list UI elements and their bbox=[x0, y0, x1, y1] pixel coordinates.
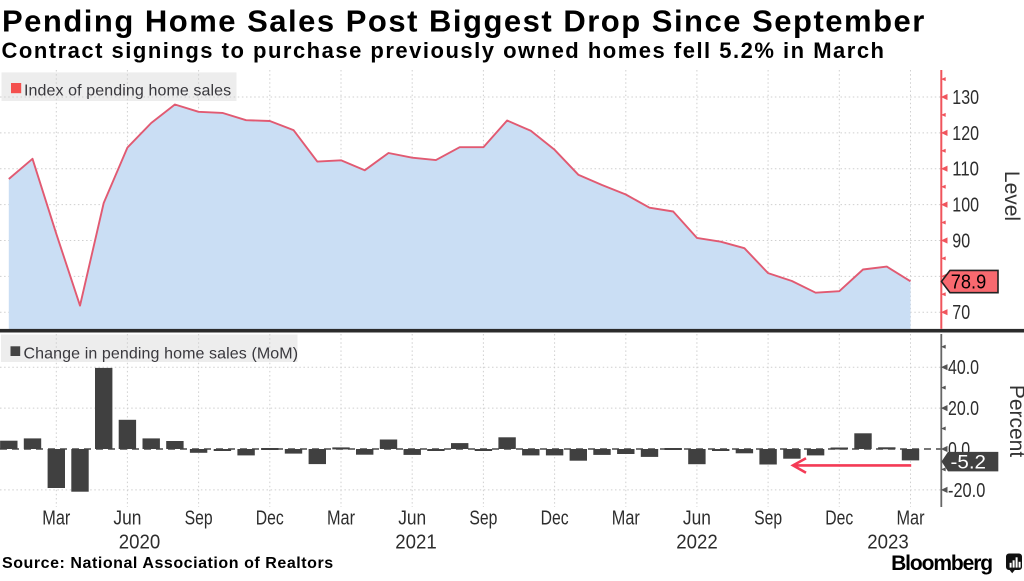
svg-text:Jun: Jun bbox=[683, 507, 711, 530]
svg-text:Dec: Dec bbox=[541, 507, 569, 530]
svg-text:-5.2: -5.2 bbox=[951, 451, 987, 473]
svg-text:110: 110 bbox=[952, 158, 979, 181]
svg-text:Sep: Sep bbox=[185, 507, 213, 530]
svg-text:20.0: 20.0 bbox=[948, 397, 979, 420]
svg-text:70: 70 bbox=[952, 301, 970, 324]
svg-text:2020: 2020 bbox=[119, 531, 161, 554]
svg-text:Level: Level bbox=[1000, 171, 1023, 221]
svg-text:Percent: Percent bbox=[1005, 385, 1024, 458]
svg-text:2021: 2021 bbox=[395, 531, 437, 554]
svg-text:2023: 2023 bbox=[867, 531, 909, 554]
svg-text:2022: 2022 bbox=[676, 531, 718, 554]
svg-text:40.0: 40.0 bbox=[948, 356, 979, 379]
svg-text:Mar: Mar bbox=[612, 507, 640, 530]
svg-text:100: 100 bbox=[952, 194, 979, 217]
svg-text:Index of pending home sales: Index of pending home sales bbox=[24, 83, 231, 100]
svg-text:Pending Home Sales Post Bigges: Pending Home Sales Post Biggest Drop Sin… bbox=[2, 3, 926, 38]
svg-text:Sep: Sep bbox=[469, 507, 497, 530]
svg-text:Jun: Jun bbox=[398, 507, 426, 530]
svg-text:Change in pending home sales (: Change in pending home sales (MoM) bbox=[24, 346, 299, 363]
svg-text:Dec: Dec bbox=[825, 507, 853, 530]
svg-text:Mar: Mar bbox=[42, 507, 70, 530]
svg-text:Jun: Jun bbox=[113, 507, 141, 530]
svg-text:Sep: Sep bbox=[754, 507, 782, 530]
svg-text:120: 120 bbox=[952, 122, 979, 145]
svg-text:Mar: Mar bbox=[897, 507, 925, 530]
svg-text:130: 130 bbox=[952, 86, 979, 109]
svg-text:-20.0: -20.0 bbox=[948, 479, 985, 502]
svg-text:Contract signings to purchase: Contract signings to purchase previously… bbox=[2, 38, 886, 63]
svg-text:90: 90 bbox=[952, 230, 970, 253]
svg-text:Bloomberg: Bloomberg bbox=[891, 552, 992, 575]
svg-text:Source: National Association o: Source: National Association of Realtors bbox=[2, 555, 334, 572]
svg-text:78.9: 78.9 bbox=[951, 272, 986, 294]
svg-text:Dec: Dec bbox=[256, 507, 284, 530]
svg-text:Mar: Mar bbox=[327, 507, 355, 530]
